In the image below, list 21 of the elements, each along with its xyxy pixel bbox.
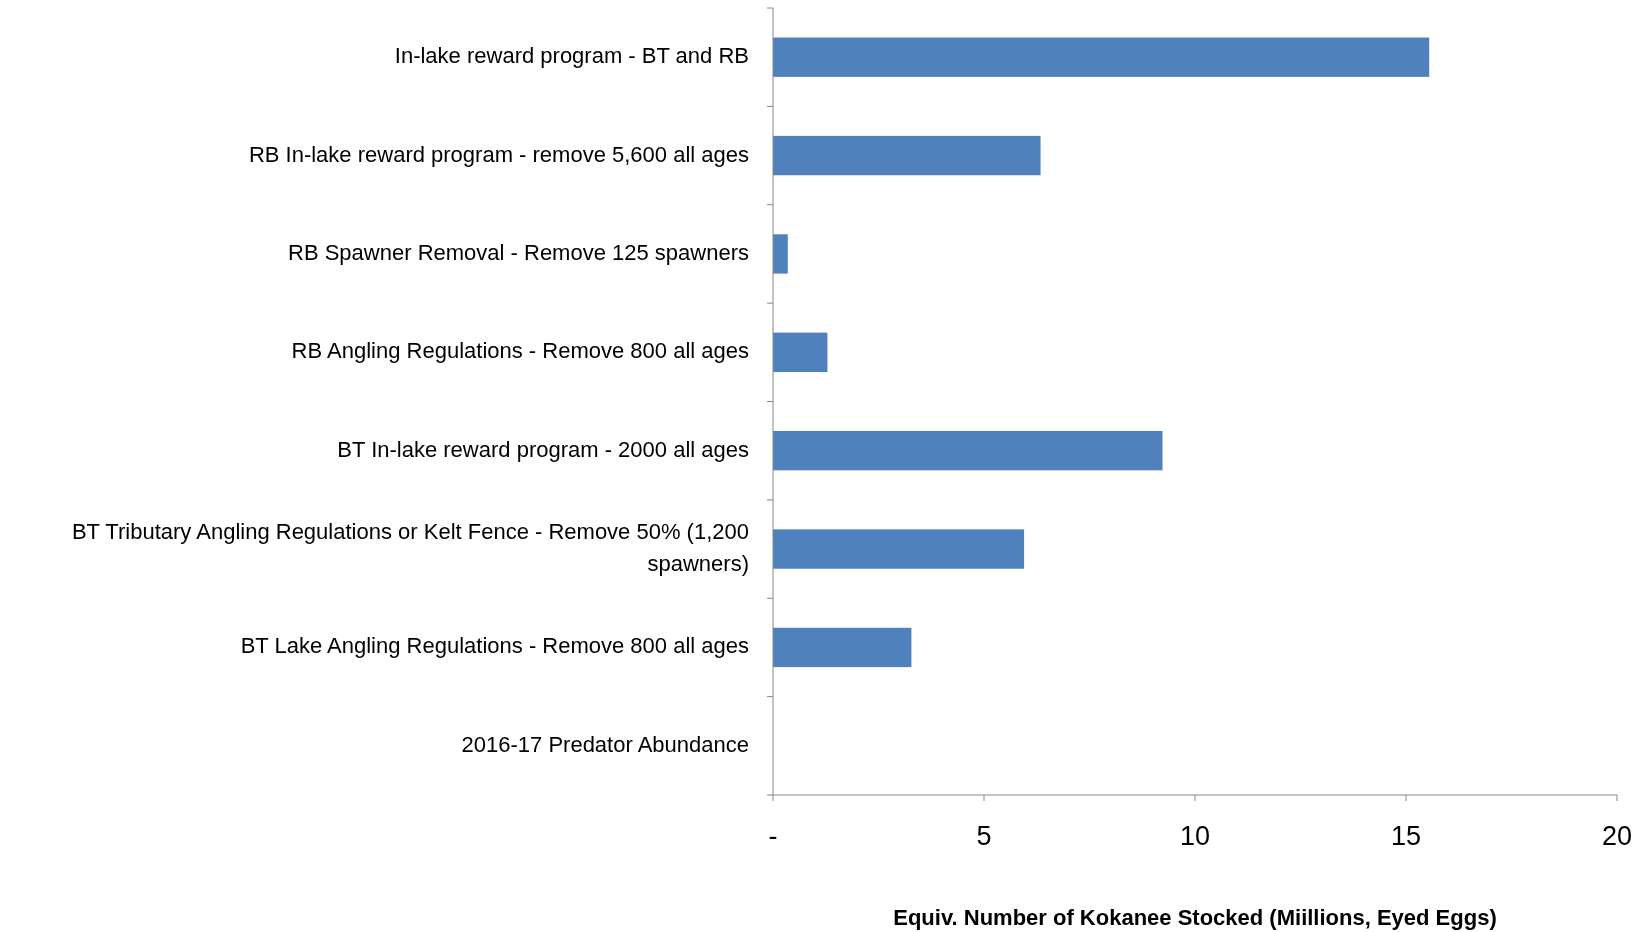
y-tick-label: RB Spawner Removal - Remove 125 spawners [288,239,749,265]
bar [773,332,828,372]
bar [773,37,1430,77]
bar [773,234,788,274]
x-axis-title: Equiv. Number of Kokanee Stocked (Miillions, Eyed Eggs) [893,905,1497,930]
bar [773,627,912,668]
x-tick-label: 20 [1601,821,1633,851]
x-tick-label: 15 [1390,821,1422,851]
x-tick-label: 5 [976,821,992,851]
y-tick-label: RB Angling Regulations - Remove 800 all ages [291,338,749,364]
y-tick-label: BT Tributary Angling Regulations or Kelt Fence - Remove 50% (1,200 spawners) [71,518,749,576]
y-tick-label: BT Lake Angling Regulations - Remove 800 all ages [240,633,749,659]
y-tick-label: In-lake reward program - BT and RB [394,43,749,68]
y-tick-label: 2016-17 Predator Abundance [461,731,749,757]
x-tick-label: 10 [1179,821,1211,851]
bar [773,431,1163,471]
bar [773,135,1041,176]
x-tick-label: - [768,821,778,851]
bar [773,529,1025,569]
y-tick-label: BT In-lake reward program - 2000 all ages [337,436,749,462]
y-tick-label: RB In-lake reward program - remove 5,600 all ages [248,141,749,167]
